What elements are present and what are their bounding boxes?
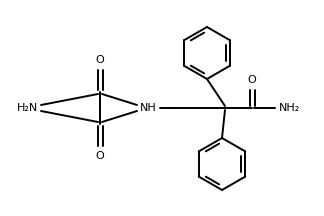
Text: H₂N: H₂N (17, 103, 39, 113)
Text: NH: NH (140, 103, 156, 113)
Text: O: O (96, 151, 104, 161)
Text: NH₂: NH₂ (278, 103, 300, 113)
Text: O: O (96, 55, 104, 65)
Text: O: O (248, 75, 256, 85)
